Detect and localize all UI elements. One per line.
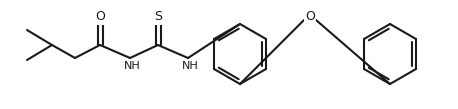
Text: S: S — [154, 10, 162, 24]
Text: NH: NH — [182, 61, 198, 71]
Text: O: O — [305, 9, 315, 22]
Text: NH: NH — [124, 61, 140, 71]
Text: O: O — [95, 10, 105, 24]
